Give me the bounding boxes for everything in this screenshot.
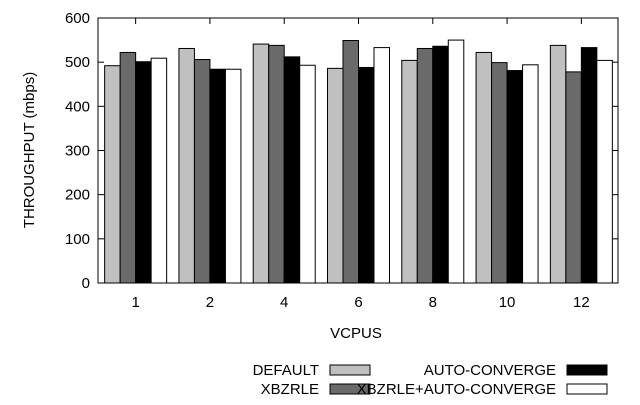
y-axis-label: THROUGHPUT (mbps) xyxy=(21,72,38,228)
bar-xbzrle-auto-converge-8 xyxy=(447,39,465,284)
y-tick-label: 500 xyxy=(65,54,90,71)
bar-xbzrle-4 xyxy=(268,44,285,284)
x-tick-label: 8 xyxy=(429,294,437,311)
legend-label: DEFAULT xyxy=(253,362,319,379)
bar-xbzrle-auto-converge-10 xyxy=(522,64,539,284)
bar-auto-converge-10 xyxy=(506,70,524,284)
y-tick-label: 300 xyxy=(65,143,90,160)
bar-xbzrle-10 xyxy=(491,62,508,284)
y-tick-label: 0 xyxy=(82,275,90,292)
legend-swatch xyxy=(329,364,371,376)
x-tick-label: 4 xyxy=(280,294,288,311)
bar-xbzrle-2 xyxy=(193,59,211,284)
y-axis: 0 100 200 300 400 500 600 xyxy=(65,10,618,292)
legend-label: AUTO-CONVERGE xyxy=(424,362,556,379)
y-tick-label: 400 xyxy=(65,98,90,115)
x-tick-label: 12 xyxy=(573,294,590,311)
x-tick-label: 10 xyxy=(499,294,516,311)
bar-xbzrle-1 xyxy=(119,51,137,284)
y-tick-label: 600 xyxy=(65,10,90,27)
bar-xbzrle-auto-converge-6 xyxy=(373,47,390,284)
bar-auto-converge-1 xyxy=(135,61,152,284)
legend-swatch xyxy=(566,383,608,395)
x-tick-label: 1 xyxy=(131,294,139,311)
bar-xbzrle-auto-converge-4 xyxy=(299,64,316,284)
bar-default-2 xyxy=(178,47,195,284)
bar-xbzrle-6 xyxy=(342,40,359,284)
bar-xbzrle-auto-converge-1 xyxy=(150,57,168,284)
bar-auto-converge-6 xyxy=(358,66,375,284)
x-tick-label: 6 xyxy=(354,294,362,311)
bar-default-1 xyxy=(104,65,121,284)
legend: DEFAULT XBZRLE AUTO-CONVERGE XBZRLE+AUTO-CO… xyxy=(253,362,608,398)
legend-swatch xyxy=(329,383,371,395)
y-tick-label: 100 xyxy=(65,231,90,248)
x-axis-label: VCPUS xyxy=(330,325,382,342)
bar-xbzrle-8 xyxy=(416,47,434,284)
x-tick-label: 2 xyxy=(206,294,214,311)
bar-default-8 xyxy=(401,59,418,284)
legend-swatch xyxy=(566,364,608,376)
x-axis: 1 2 4 6 8 10 12 xyxy=(131,18,590,311)
bar-default-10 xyxy=(475,51,493,284)
legend-label: XBZRLE+AUTO-CONVERGE xyxy=(357,381,556,398)
bar-default-6 xyxy=(327,67,344,284)
bar-xbzrle-auto-converge-12 xyxy=(596,59,613,284)
bar-auto-converge-4 xyxy=(283,56,301,284)
bar-auto-converge-2 xyxy=(209,68,226,284)
bar-default-12 xyxy=(549,44,567,284)
legend-label: XBZRLE xyxy=(261,381,319,398)
bar-default-4 xyxy=(252,43,270,284)
bar-auto-converge-12 xyxy=(580,47,598,284)
y-tick-label: 200 xyxy=(65,187,90,204)
bar-xbzrle-12 xyxy=(565,71,582,284)
bar-xbzrle-auto-converge-2 xyxy=(224,68,242,284)
bars-group xyxy=(104,39,613,284)
bar-auto-converge-8 xyxy=(432,45,449,284)
